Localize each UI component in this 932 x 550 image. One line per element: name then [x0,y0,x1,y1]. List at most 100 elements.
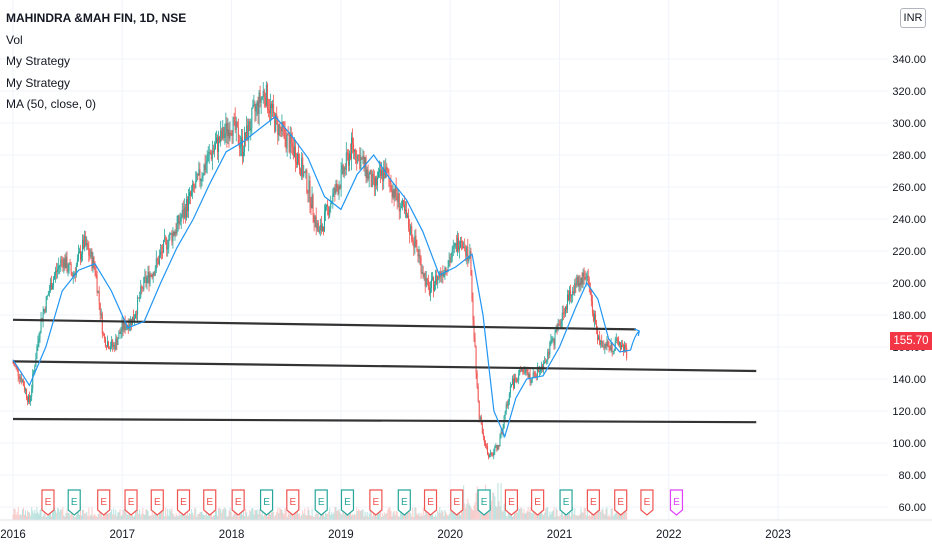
candle-body [214,143,216,149]
volume-bar [250,511,252,520]
candle-body [259,92,261,103]
earnings-marker[interactable]: E [286,489,300,516]
candle-body [386,166,388,171]
earnings-marker[interactable]: E [231,489,245,516]
earnings-marker[interactable]: E [314,489,328,516]
earnings-marker[interactable]: E [340,489,355,516]
indicator-vol[interactable]: Vol [6,32,23,47]
indicator-my-strategy-2[interactable]: My Strategy [6,75,71,90]
earnings-marker[interactable]: E [176,489,191,516]
volume-bar [19,514,21,520]
volume-bar [241,507,242,520]
earnings-marker[interactable]: E [640,489,654,516]
earnings-marker[interactable]: E [124,489,138,516]
earnings-marker[interactable]: E [150,489,164,516]
volume-bar [128,509,130,520]
candle-body [427,280,429,287]
volume-bar [300,516,302,520]
candle-body [125,326,127,330]
earnings-marker[interactable]: E [259,489,274,516]
earnings-marker-shape [477,489,491,516]
earnings-marker[interactable]: E [41,489,55,516]
candle-body [292,146,294,157]
indicator-ma[interactable]: MA (50, close, 0) [6,97,97,111]
candle-body [305,170,307,173]
volume-bar [220,509,222,520]
volume-bar [450,511,452,520]
candle-body [364,157,366,168]
candle-body [502,428,504,434]
volume-bar [446,514,448,520]
volume-bar [26,516,27,520]
candle-body [254,104,256,112]
candle-body [44,309,46,312]
candle-body [509,386,511,394]
earnings-marker[interactable]: E [203,489,217,516]
indicator-my-strategy-1[interactable]: My Strategy [6,54,71,68]
candle-body [476,372,478,387]
volume-bar [31,507,33,520]
candle-body [340,169,342,189]
earnings-marker[interactable]: E [504,489,519,516]
candle-body [204,164,206,171]
earnings-marker[interactable]: E [369,489,383,516]
candle-body [507,401,509,406]
time-tick-label: 2018 [219,529,245,541]
volume-bar [434,516,436,520]
volume-bar [44,514,46,520]
candle-body [413,242,415,248]
earnings-marker[interactable]: E [397,489,411,516]
volume-bar [237,516,239,520]
candle-body [271,103,273,109]
candle-body [597,329,599,340]
earnings-marker[interactable]: E [586,489,600,516]
candle-body [110,347,112,349]
earnings-marker[interactable]: E [559,489,573,516]
volume-bar [578,515,580,520]
earnings-marker-label: E [534,497,541,508]
earnings-marker[interactable]: E [97,489,111,516]
earnings-marker[interactable]: E [423,489,438,516]
earnings-marker[interactable]: E [614,489,628,516]
volume-bar [167,508,169,520]
candle-body [282,121,284,128]
candle-body [511,378,513,385]
earnings-marker-label: E [71,497,78,508]
volume-bar [306,515,308,520]
volume-bar [579,513,581,520]
candle-body [584,277,586,280]
volume-bar [394,514,396,520]
earnings-marker[interactable]: E [669,489,684,516]
volume-bar [101,516,103,520]
candle-body [494,447,496,452]
earnings-marker-shape [340,489,355,516]
candle-body [483,436,485,443]
earnings-marker-shape [397,489,411,516]
candle-body [528,373,530,378]
volume-bar [111,509,113,520]
candle-body [410,226,412,235]
earnings-marker[interactable]: E [67,489,81,516]
candle-body [105,346,107,348]
volume-bar [283,514,285,520]
earnings-marker[interactable]: E [450,489,464,516]
currency-button[interactable]: INR [900,8,926,28]
candle-body [561,312,563,321]
candle-body [27,397,29,402]
candle-body [15,365,17,367]
volume-bar [177,516,179,520]
volume-bar [529,507,531,520]
earnings-marker-label: E [673,497,680,508]
volume-bar [289,509,291,520]
volume-bar [473,505,475,520]
volume-bar [279,507,281,520]
volume-bar [622,511,624,520]
candle-body [216,137,218,144]
earnings-marker[interactable]: E [531,489,545,516]
earnings-marker[interactable]: E [477,489,491,516]
volume-bar [385,513,387,520]
symbol-title[interactable]: MAHINDRA &MAH FIN, 1D, NSE [6,11,187,25]
volume-bar [387,509,389,520]
earnings-marker-shape [259,489,274,516]
